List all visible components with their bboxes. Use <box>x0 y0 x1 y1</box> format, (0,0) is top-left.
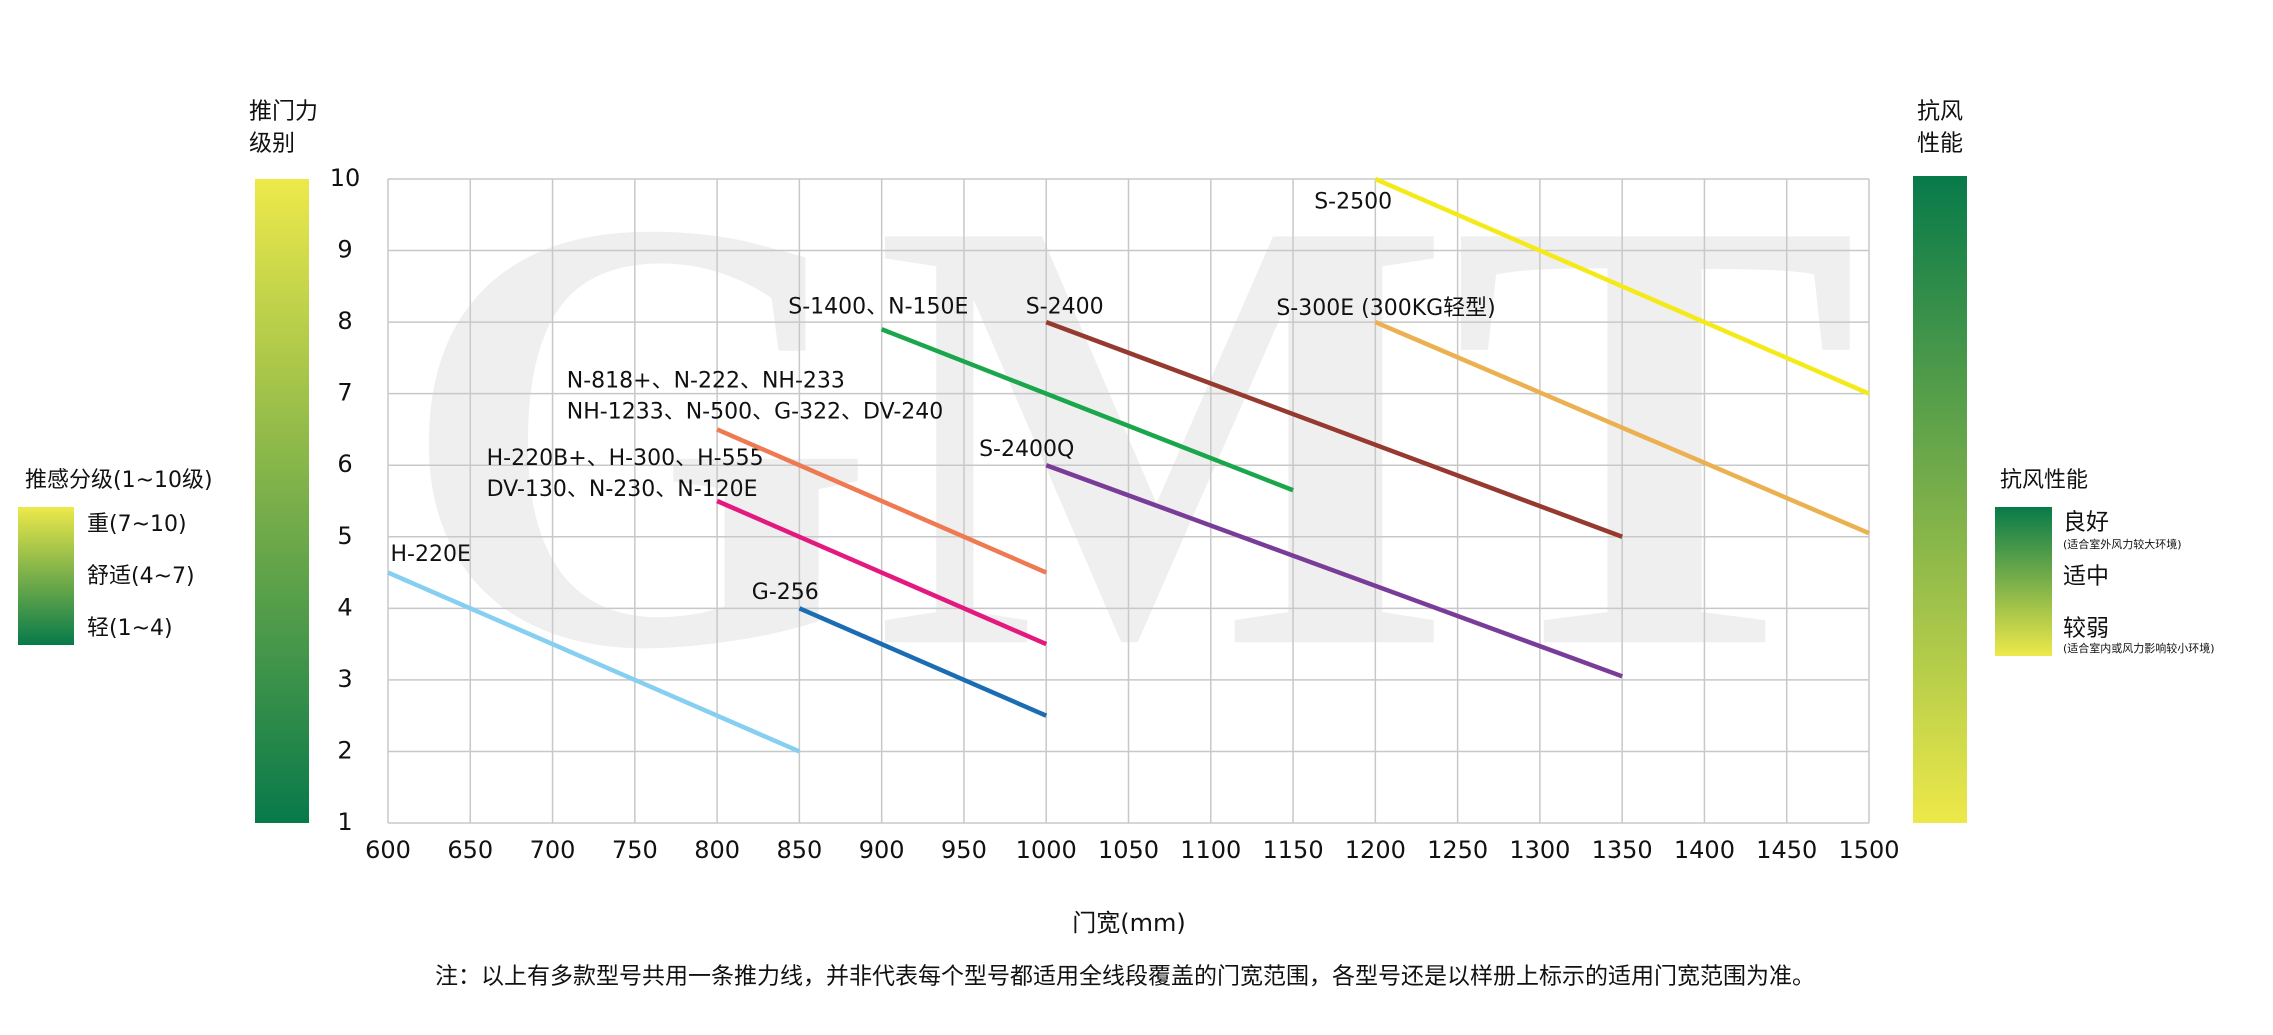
x-axis-title: 门宽(mm) <box>1072 909 1185 937</box>
y-tick-label: 4 <box>337 593 352 621</box>
y-tick-label: 7 <box>337 379 352 407</box>
series-label: S-1400、N-150E <box>788 294 968 319</box>
y-tick-label: 3 <box>337 665 352 693</box>
x-tick-label: 850 <box>776 836 822 864</box>
legend-item: 适中 <box>2063 564 2109 590</box>
y-tick-label: 2 <box>337 736 352 764</box>
legend-item: 轻(1~4) <box>87 616 173 641</box>
series-label: G-256 <box>752 580 819 605</box>
series-line <box>716 498 1048 647</box>
series-label: S-2400Q <box>979 437 1074 462</box>
series-label: S-2400 <box>1026 294 1104 319</box>
wind-gradient-bar <box>1913 176 1967 823</box>
x-tick-label: 1100 <box>1180 836 1241 864</box>
x-tick-label: 900 <box>859 836 905 864</box>
x-tick-label: 1250 <box>1427 836 1488 864</box>
x-tick-label: 1450 <box>1756 836 1817 864</box>
series-label: S-2500 <box>1314 190 1392 215</box>
series-label: N-818+、N-222、NH-233 <box>567 369 845 394</box>
x-tick-label: 950 <box>941 836 987 864</box>
series-label: DV-130、N-230、N-120E <box>487 477 758 502</box>
x-tick-label: 1400 <box>1674 836 1735 864</box>
legend-item: 重(7~10) <box>87 512 187 537</box>
x-tick-label: 1150 <box>1263 836 1324 864</box>
series-line <box>716 427 1048 575</box>
series-label: S-300E (300KG轻型) <box>1276 296 1495 321</box>
x-tick-label: 1300 <box>1509 836 1570 864</box>
y-tick-label: 9 <box>337 236 352 264</box>
series-line <box>1374 176 1870 396</box>
note: 注：以上有多款型号共用一条推力线，并非代表每个型号都适用全线段覆盖的门宽范围，各… <box>435 964 1815 990</box>
x-tick-label: 750 <box>612 836 658 864</box>
x-tick-label: 1000 <box>1016 836 1077 864</box>
x-tick-label: 650 <box>447 836 493 864</box>
legend-title: 抗风性能 <box>2000 468 2088 493</box>
y-axis-title: 推门力 <box>249 99 318 125</box>
legend-item: 良好 <box>2063 510 2109 536</box>
y2-axis-title: 性能 <box>1917 131 1963 157</box>
series-line <box>387 570 801 754</box>
legend-swatch <box>1995 507 2052 656</box>
x-tick-label: 1350 <box>1592 836 1653 864</box>
legend-item: 舒适(4~7) <box>87 564 195 589</box>
legend-swatch <box>18 507 74 645</box>
y-tick-label: 10 <box>330 164 361 192</box>
series-label: H-220E <box>390 542 470 567</box>
x-tick-label: 1500 <box>1838 836 1899 864</box>
force-gradient-bar <box>255 179 309 823</box>
legend-note: (适合室内或风力影响较小环境) <box>2063 641 2215 655</box>
series-line <box>798 606 1048 718</box>
x-tick-label: 1200 <box>1345 836 1406 864</box>
series-label: NH-1233、N-500、G-322、DV-240 <box>567 400 944 425</box>
y-tick-label: 6 <box>337 450 352 478</box>
y-tick-label: 1 <box>337 808 352 836</box>
x-tick-label: 600 <box>365 836 411 864</box>
y-tick-label: 5 <box>337 522 352 550</box>
legend-item: 较弱 <box>2063 616 2109 642</box>
series-line <box>1045 463 1623 679</box>
legend-title: 推感分级(1~10级) <box>25 468 213 493</box>
series-line <box>1045 320 1623 539</box>
x-tick-label: 800 <box>694 836 740 864</box>
series-line <box>1374 320 1870 536</box>
y-tick-label: 8 <box>337 307 352 335</box>
x-tick-label: 700 <box>530 836 576 864</box>
series-label: H-220B+、H-300、H-555 <box>487 446 764 471</box>
y2-axis-title: 抗风 <box>1917 99 1963 125</box>
x-tick-label: 1050 <box>1098 836 1159 864</box>
series-line <box>880 327 1294 493</box>
y-axis-title: 级别 <box>249 131 295 157</box>
legend-note: (适合室外风力较大环境) <box>2063 537 2182 551</box>
